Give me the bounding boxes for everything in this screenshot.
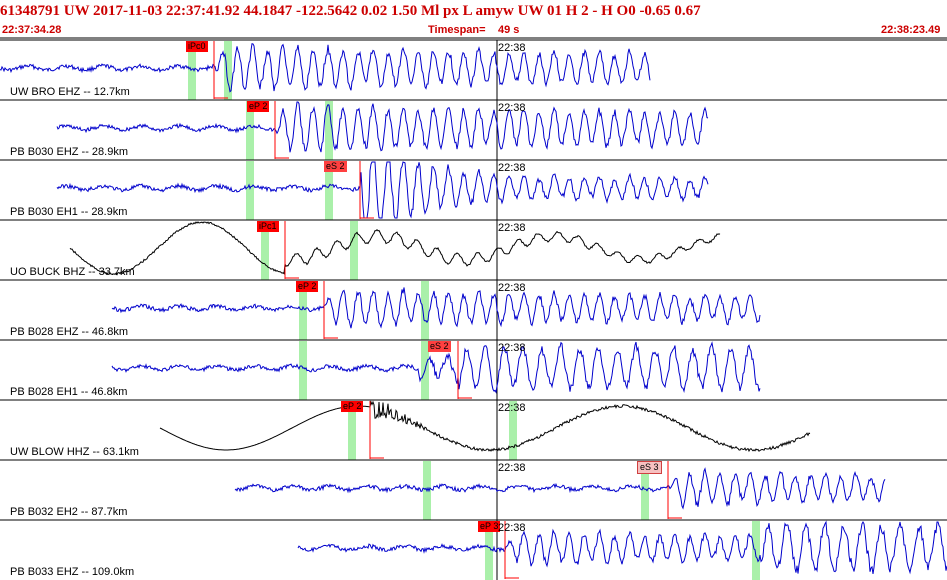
pick-window — [299, 281, 307, 340]
time-tick-label: 22:38 — [498, 42, 526, 54]
timespan-label: Timespan= — [428, 24, 486, 36]
station-label: PB B030 EH1 -- 28.9km — [10, 206, 128, 218]
pick-window — [224, 41, 232, 100]
pick-window — [325, 101, 333, 160]
trace-row[interactable] — [0, 399, 947, 460]
time-tick-label: 22:38 — [498, 342, 526, 354]
station-label: PB B028 EH1 -- 46.8km — [10, 386, 128, 398]
waveform-trace — [111, 341, 761, 394]
pick-label[interactable]: eS 3 — [637, 461, 662, 474]
pick-label[interactable]: eP 2 — [296, 281, 319, 292]
waveform-trace — [159, 400, 811, 453]
start-time: 22:37:34.28 — [2, 24, 62, 36]
station-label: PB B028 EHZ -- 46.8km — [10, 326, 128, 338]
pick-window — [421, 281, 429, 340]
event-summary-line: 61348791 UW 2017-11-03 22:37:41.92 44.18… — [0, 3, 701, 19]
station-label: UW BLOW HHZ -- 63.1km — [10, 446, 139, 458]
pick-window — [188, 41, 196, 100]
trace-row[interactable] — [0, 39, 947, 100]
trace-row[interactable] — [0, 279, 947, 340]
station-label: PB B030 EHZ -- 28.9km — [10, 146, 128, 158]
time-tick-label: 22:38 — [498, 222, 526, 234]
timespan-value: 49 s — [498, 24, 520, 36]
trace-row[interactable] — [0, 219, 947, 280]
pick-label[interactable]: eP 3 — [478, 521, 501, 532]
pick-label[interactable]: iPc1 — [257, 221, 279, 232]
station-label: UO BUCK BHZ -- 33.7km — [10, 266, 135, 278]
pick-label[interactable]: eS 2 — [428, 341, 451, 352]
pick-label[interactable]: eP 2 — [247, 101, 270, 112]
waveform-trace — [111, 287, 761, 329]
pick-window — [261, 221, 269, 280]
waveform-trace — [56, 161, 709, 219]
pick-label[interactable]: eS 2 — [324, 161, 347, 172]
time-tick-label: 22:38 — [498, 402, 526, 414]
trace-row[interactable] — [0, 99, 947, 160]
pick-window — [752, 521, 760, 580]
pick-label[interactable]: iPc0 — [186, 41, 208, 52]
pick-window — [246, 161, 254, 220]
waveform-trace — [234, 467, 886, 510]
trace-row[interactable] — [0, 459, 947, 520]
waveform-trace — [56, 101, 709, 153]
pick-window — [485, 521, 493, 580]
pick-window — [509, 401, 517, 460]
trace-row[interactable] — [0, 339, 947, 400]
station-label: UW BRO EHZ -- 12.7km — [10, 86, 130, 98]
trace-row[interactable] — [0, 519, 947, 580]
time-tick-label: 22:38 — [498, 282, 526, 294]
trace-row[interactable] — [0, 159, 947, 220]
end-time: 22:38:23.49 — [881, 24, 941, 36]
time-tick-label: 22:38 — [498, 522, 526, 534]
station-label: PB B033 EHZ -- 109.0km — [10, 566, 135, 578]
waveform-trace — [297, 520, 947, 575]
waveform-trace — [0, 43, 651, 93]
pick-window — [246, 101, 254, 160]
pick-window — [641, 461, 649, 520]
pick-window — [299, 341, 307, 400]
pick-window — [348, 401, 356, 460]
pick-window — [350, 221, 358, 280]
pick-label[interactable]: eP 2 — [341, 401, 364, 412]
time-tick-label: 22:38 — [498, 102, 526, 114]
time-tick-label: 22:38 — [498, 162, 526, 174]
time-tick-label: 22:38 — [498, 462, 526, 474]
waveform-trace — [69, 221, 721, 276]
pick-window — [325, 161, 333, 220]
station-label: PB B032 EH2 -- 87.7km — [10, 506, 128, 518]
